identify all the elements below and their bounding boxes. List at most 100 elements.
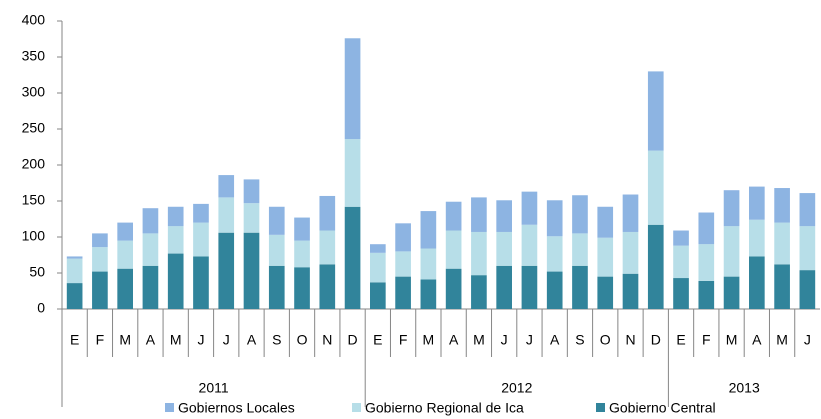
legend-swatch <box>596 403 605 412</box>
bar-segment <box>344 206 361 309</box>
bar-segment <box>698 212 715 245</box>
x-tick-label: J <box>197 332 204 348</box>
bar-segment <box>395 223 411 252</box>
y-tick-label: 400 <box>22 12 46 28</box>
bar-segment <box>142 208 159 234</box>
bar-segment <box>723 226 740 277</box>
bar-segment <box>268 265 285 309</box>
bar-segment <box>420 279 437 309</box>
bar-segment <box>799 270 816 309</box>
bar-segment <box>243 232 260 309</box>
x-tick-label: A <box>550 332 560 348</box>
bar-segment <box>395 251 411 277</box>
x-tick-label: A <box>247 332 257 348</box>
bar-segment <box>622 231 639 274</box>
bar-segment <box>142 265 159 309</box>
bar-segment <box>496 265 512 309</box>
bar-segment <box>471 275 487 309</box>
bar-segment <box>673 230 689 246</box>
bar-segment <box>218 232 235 309</box>
bar-segment <box>370 252 386 283</box>
y-tick-label: 0 <box>37 300 45 316</box>
bar-segment <box>319 264 336 309</box>
bar-segment <box>294 267 310 309</box>
bar-segment <box>521 224 538 266</box>
x-tick-label: F <box>96 332 105 348</box>
bar-segment <box>647 224 664 309</box>
bar-segment <box>92 233 108 248</box>
y-tick-label: 250 <box>22 120 46 136</box>
x-tick-label: A <box>752 332 762 348</box>
bar-segment <box>496 200 512 232</box>
group-label: 2011 <box>199 380 229 396</box>
x-tick-label: M <box>473 332 485 348</box>
x-tick-label: O <box>600 332 611 348</box>
legend-label: Gobiernos Locales <box>178 400 295 416</box>
legend-swatch <box>352 403 361 412</box>
x-tick-label: J <box>804 332 811 348</box>
x-tick-label: F <box>399 332 408 348</box>
y-tick-label: 50 <box>29 264 45 280</box>
bar-segment <box>193 203 209 223</box>
x-tick-label: M <box>726 332 738 348</box>
bar-segment <box>774 222 790 265</box>
bar-segment <box>799 193 816 227</box>
bar-segment <box>117 222 133 241</box>
bar-segment <box>723 190 740 227</box>
bar-segment <box>673 245 689 279</box>
x-tick-label: M <box>423 332 435 348</box>
legend-swatch <box>165 403 174 412</box>
bar-segment <box>193 222 209 257</box>
bar-segment <box>647 150 664 225</box>
bar-segment <box>774 264 790 309</box>
bar-segment <box>673 278 689 309</box>
bar-segment <box>344 38 361 140</box>
bar-segment <box>622 273 639 309</box>
x-tick-label: N <box>625 332 635 348</box>
bar-segment <box>799 226 816 271</box>
x-tick-label: J <box>223 332 230 348</box>
bar-segment <box>319 230 336 265</box>
x-tick-label: E <box>676 332 685 348</box>
legend-label: Gobierno Regional de Ica <box>365 400 524 416</box>
bar-segment <box>445 201 462 231</box>
x-tick-label: M <box>776 332 788 348</box>
x-tick-label: S <box>575 332 584 348</box>
x-tick-label: E <box>373 332 382 348</box>
bar-segment <box>597 237 614 277</box>
bar-segment <box>218 175 235 198</box>
x-tick-label: J <box>501 332 508 348</box>
bar-segment <box>243 179 260 204</box>
bar-segment <box>167 253 184 309</box>
bar-segment <box>395 276 411 309</box>
bar-segment <box>319 195 336 231</box>
x-tick-label: F <box>702 332 711 348</box>
bar-segment <box>546 236 563 272</box>
bar-segment <box>546 271 563 309</box>
bar-segment <box>268 234 285 266</box>
bar-segment <box>218 197 235 233</box>
y-tick-label: 300 <box>22 84 46 100</box>
x-tick-label: E <box>70 332 79 348</box>
bar-segment <box>92 271 108 309</box>
group-label: 2013 <box>729 380 760 396</box>
group-label: 2012 <box>501 380 532 396</box>
x-tick-label: J <box>526 332 533 348</box>
bar-segment <box>749 186 765 220</box>
bar-segment <box>294 217 310 241</box>
bar-segment <box>749 256 765 309</box>
bar-segment <box>698 280 715 309</box>
bar-segment <box>698 244 715 281</box>
bar-segment <box>370 244 386 253</box>
bar-segment <box>496 231 512 266</box>
bar-segment <box>117 268 133 309</box>
y-tick-label: 150 <box>22 192 46 208</box>
bar-segment <box>294 240 310 268</box>
bar-segment <box>66 256 83 259</box>
bar-segment <box>749 219 765 257</box>
bar-segment <box>774 188 790 223</box>
bar-segment <box>167 226 184 254</box>
y-tick-label: 200 <box>22 156 46 172</box>
bar-segment <box>445 268 462 309</box>
bar-segment <box>572 195 588 234</box>
